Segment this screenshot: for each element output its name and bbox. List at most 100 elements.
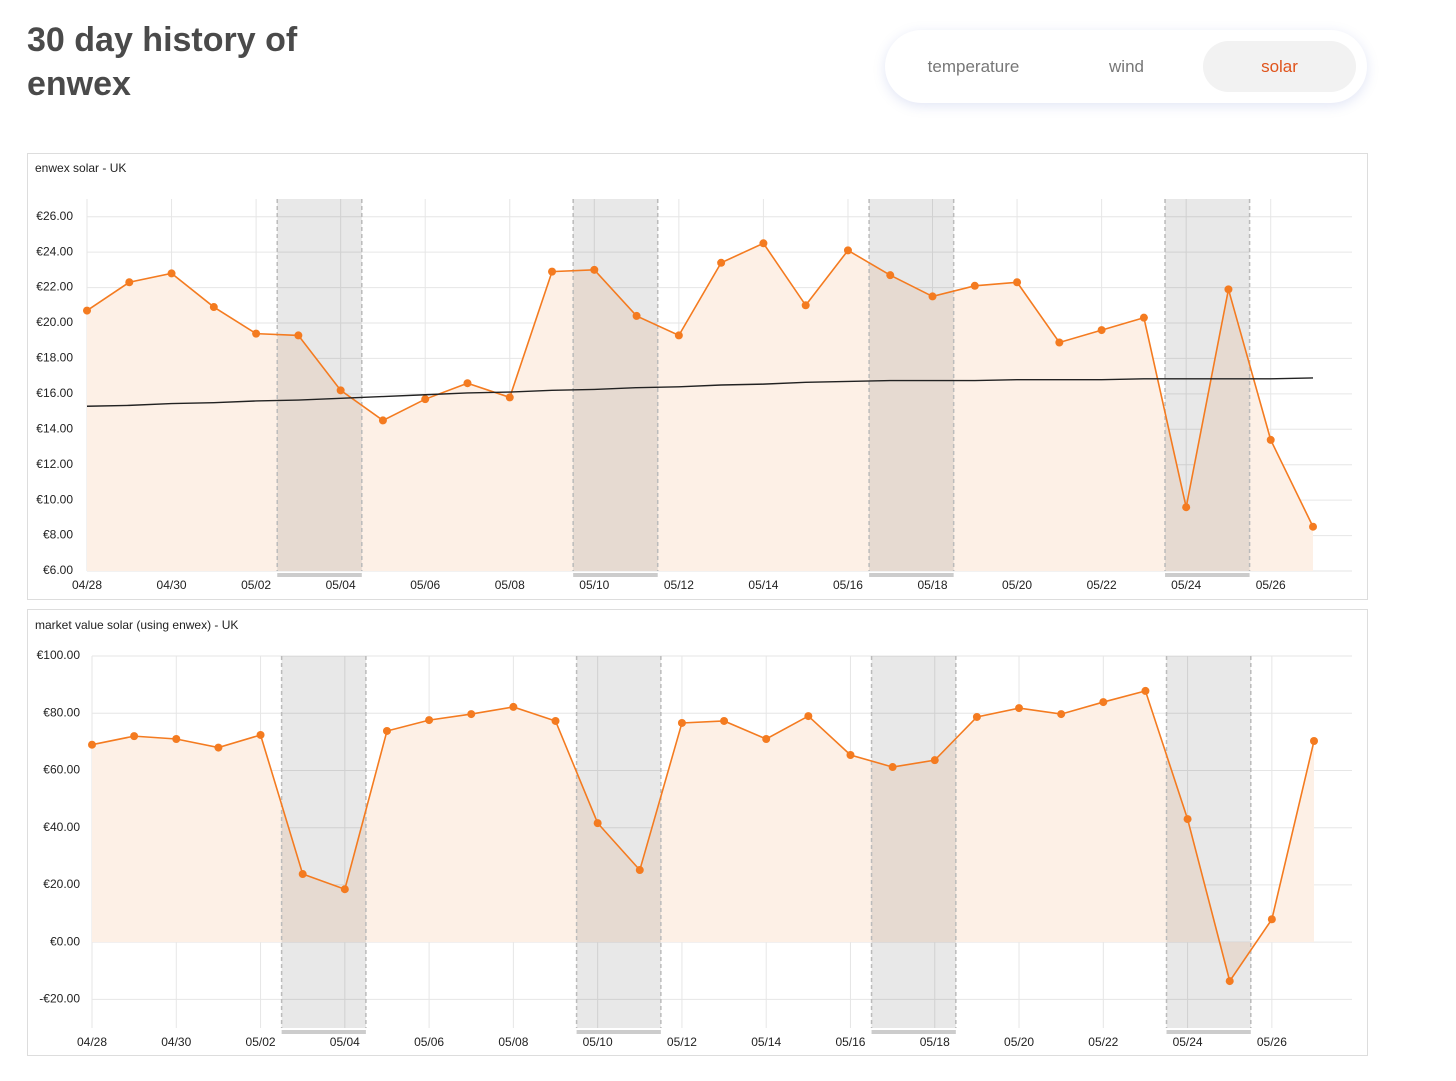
point — [340, 885, 349, 894]
area — [92, 690, 1314, 982]
y-tick-label: €100.00 — [37, 648, 81, 662]
point — [83, 306, 91, 315]
point — [593, 819, 602, 828]
y-tick-label: €18.00 — [36, 351, 73, 365]
x-tick-label: 05/18 — [920, 1035, 950, 1049]
x-tick-label: 05/12 — [664, 578, 694, 592]
band-base — [573, 573, 658, 577]
point — [1224, 285, 1233, 294]
y-tick-label: €14.00 — [36, 421, 73, 435]
x-tick-label: 05/08 — [495, 578, 525, 592]
point — [1099, 698, 1108, 707]
band-base — [576, 1030, 661, 1034]
y-tick-label: €0.00 — [50, 934, 80, 948]
x-tick-label: 05/22 — [1087, 578, 1117, 592]
x-tick-label: 05/16 — [835, 1035, 865, 1049]
x-tick-label: 05/04 — [330, 1035, 360, 1049]
point — [1266, 435, 1275, 444]
x-tick-label: 05/18 — [918, 578, 948, 592]
point — [548, 267, 557, 276]
band-base — [281, 1030, 366, 1034]
highlight-band — [277, 199, 362, 571]
point — [1183, 815, 1192, 824]
point — [759, 239, 768, 248]
x-tick-label: 05/14 — [748, 578, 778, 592]
point — [1015, 704, 1024, 713]
point — [421, 395, 430, 404]
chart-panel — [27, 153, 1368, 600]
x-tick-label: 05/20 — [1002, 578, 1032, 592]
y-tick-label: -€20.00 — [39, 992, 80, 1006]
point — [1309, 522, 1317, 531]
x-tick-label: 05/02 — [241, 578, 271, 592]
point — [970, 281, 979, 290]
x-tick-label: 05/24 — [1173, 1035, 1203, 1049]
point — [425, 716, 434, 725]
point — [382, 726, 391, 735]
point — [172, 734, 181, 743]
highlight-band — [576, 656, 661, 1028]
line — [91, 689, 1315, 983]
point — [505, 393, 514, 402]
chart-title: enwex solar - UK — [35, 161, 126, 175]
x-tick-label: 05/26 — [1256, 578, 1286, 592]
y-tick-label: €12.00 — [36, 457, 73, 471]
tab[interactable]: solar — [1203, 41, 1356, 92]
y-tick-label: €6.00 — [43, 563, 73, 577]
line — [86, 242, 1314, 528]
point — [632, 311, 641, 320]
point — [1139, 313, 1148, 322]
point — [886, 271, 895, 280]
point — [1097, 326, 1106, 335]
y-tick-label: €16.00 — [36, 386, 73, 400]
x-tick-label: 05/22 — [1088, 1035, 1118, 1049]
x-tick-label: 05/26 — [1257, 1035, 1287, 1049]
tab-bar: temperature wind solar — [885, 30, 1367, 103]
point — [843, 246, 852, 255]
point — [125, 278, 134, 287]
highlight-band — [1165, 199, 1250, 571]
point — [214, 743, 223, 752]
x-tick-label: 05/04 — [326, 578, 356, 592]
y-tick-label: €20.00 — [36, 315, 73, 329]
x-tick-label: 05/06 — [410, 578, 440, 592]
x-tick-label: 05/10 — [583, 1035, 613, 1049]
point — [801, 301, 810, 310]
x-tick-label: 05/16 — [833, 578, 863, 592]
tab[interactable]: temperature — [927, 57, 1020, 76]
point — [1310, 736, 1318, 745]
y-tick-label: €22.00 — [36, 280, 73, 294]
point — [551, 716, 560, 725]
tab[interactable]: wind — [1109, 57, 1144, 76]
point — [252, 329, 261, 338]
point — [720, 716, 729, 725]
point — [298, 870, 307, 879]
point — [1055, 338, 1064, 347]
y-tick-label: €10.00 — [36, 492, 73, 506]
page-title: 30 day history of enwex — [27, 21, 298, 103]
point — [1141, 686, 1150, 695]
band-base — [871, 1030, 956, 1034]
highlight-band — [573, 199, 658, 571]
point — [378, 416, 387, 425]
highlight-band — [869, 199, 954, 571]
point — [1225, 977, 1234, 986]
x-tick-label: 04/28 — [77, 1035, 107, 1049]
point — [256, 730, 265, 739]
band-base — [277, 573, 362, 577]
point — [463, 379, 472, 388]
band-base — [1165, 573, 1250, 577]
point — [888, 763, 897, 772]
point — [972, 712, 981, 721]
line — [86, 377, 1314, 407]
point — [209, 303, 218, 312]
point — [635, 866, 644, 875]
band-base — [1166, 1030, 1251, 1034]
x-tick-label: 05/14 — [751, 1035, 781, 1049]
highlight-band — [281, 656, 366, 1028]
band-base — [869, 573, 954, 577]
x-tick-label: 04/30 — [157, 578, 187, 592]
point — [846, 751, 855, 760]
